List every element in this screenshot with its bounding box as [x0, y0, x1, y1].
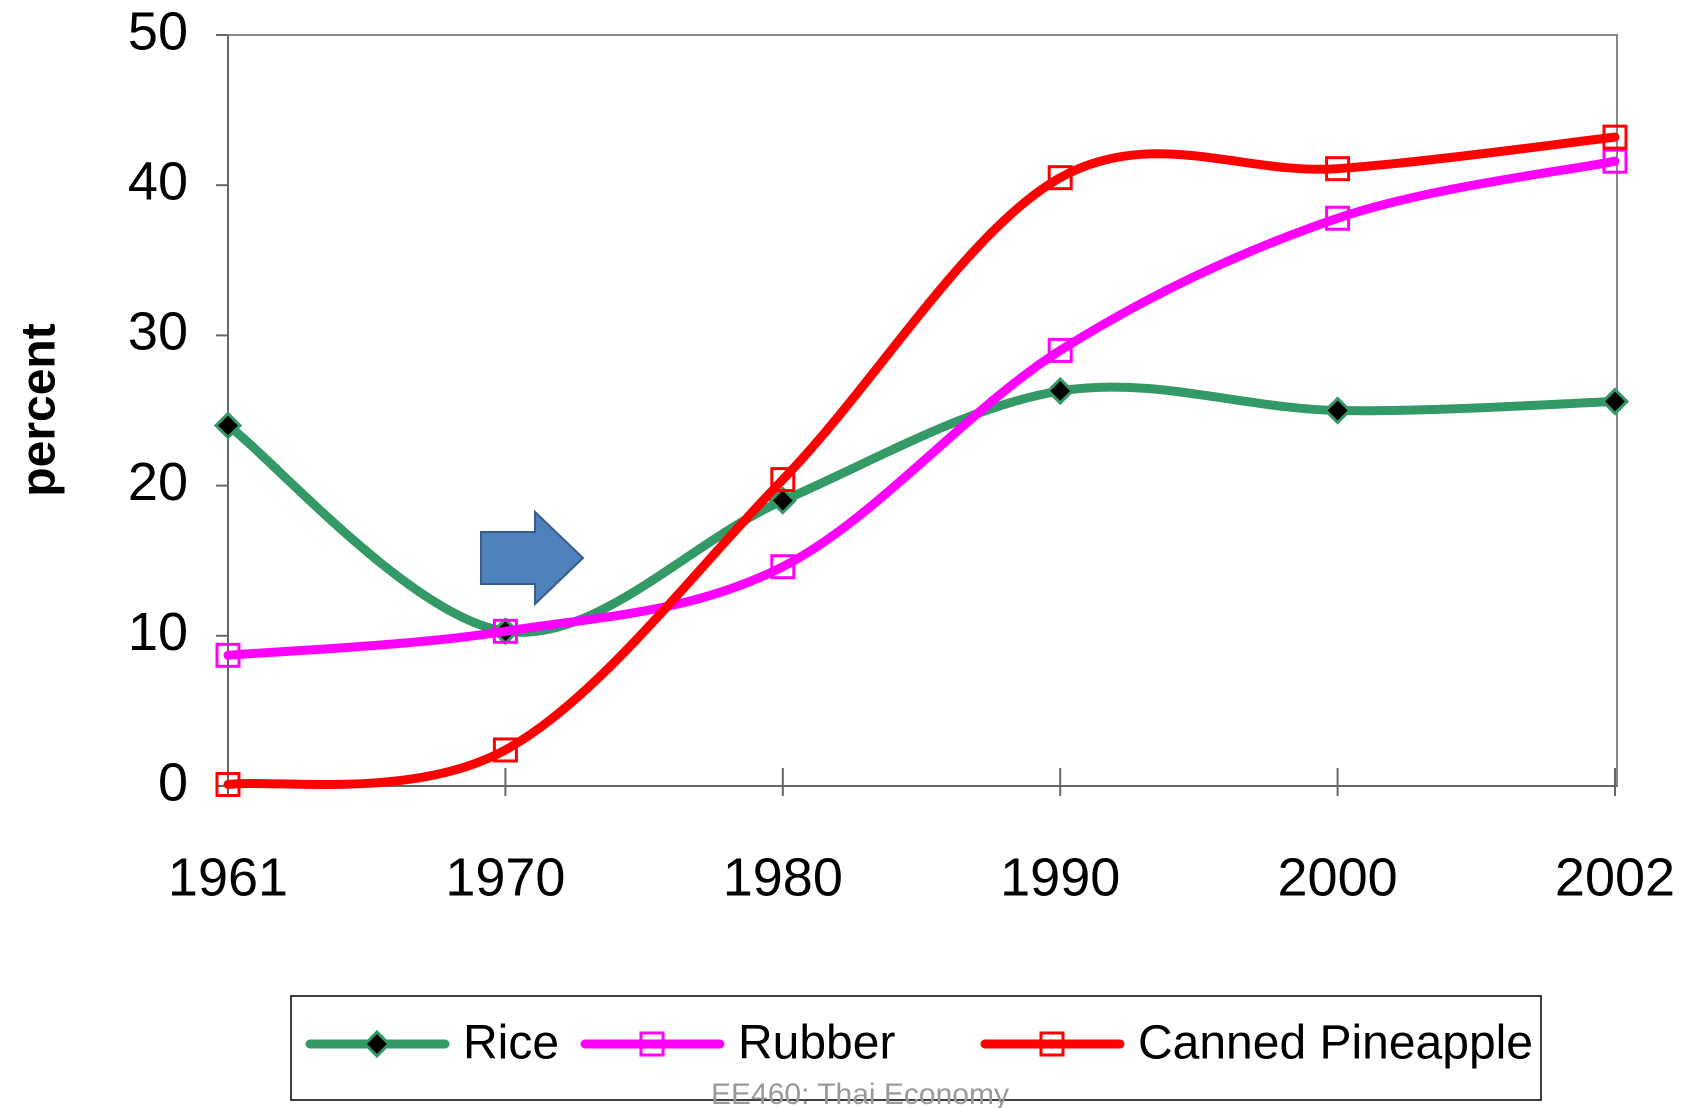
y-axis-label: percent	[13, 323, 66, 496]
legend-label: Canned Pineapple	[1138, 1017, 1533, 1070]
y-tick-label: 40	[128, 151, 188, 211]
data-point	[1047, 165, 1073, 191]
legend-marker	[639, 1031, 665, 1057]
data-point	[213, 411, 243, 440]
legend-label: Rice	[463, 1017, 559, 1070]
x-tick-label: 2002	[1555, 847, 1675, 907]
data-point	[1046, 376, 1075, 406]
data-point	[215, 642, 241, 668]
arrow-annotation	[480, 509, 585, 607]
y-tick-label: 50	[128, 1, 188, 61]
data-point	[215, 771, 241, 797]
data-point	[770, 554, 796, 580]
x-tick-label: 1980	[723, 847, 843, 907]
y-tick-label: 10	[128, 602, 188, 662]
x-tick-label: 2000	[1278, 847, 1398, 907]
y-tick-label: 0	[158, 752, 188, 812]
footer: EE460: Thai Economy	[711, 1078, 1009, 1108]
data-point	[768, 486, 797, 515]
x-tick-label: 1961	[168, 847, 288, 907]
data-point	[492, 618, 518, 644]
data-point	[492, 737, 518, 763]
data-point	[1325, 205, 1351, 231]
legend-marker	[1039, 1031, 1065, 1057]
data-point	[1047, 337, 1073, 363]
data-point	[1323, 396, 1352, 425]
data-point	[1325, 156, 1351, 182]
y-tick-label: 30	[128, 302, 188, 362]
data-point	[1602, 124, 1628, 150]
legend-box	[290, 995, 1542, 1101]
x-tick-label: 1990	[1000, 847, 1120, 907]
y-tick-label: 20	[128, 452, 188, 512]
x-tick-label: 1970	[445, 847, 565, 907]
data-point	[1602, 148, 1628, 174]
legend-label: Rubber	[738, 1017, 895, 1070]
data-point	[770, 467, 796, 493]
series-line	[223, 382, 1620, 637]
series-line	[223, 156, 1620, 660]
legend-marker	[362, 1029, 392, 1059]
data-point	[1600, 387, 1630, 416]
